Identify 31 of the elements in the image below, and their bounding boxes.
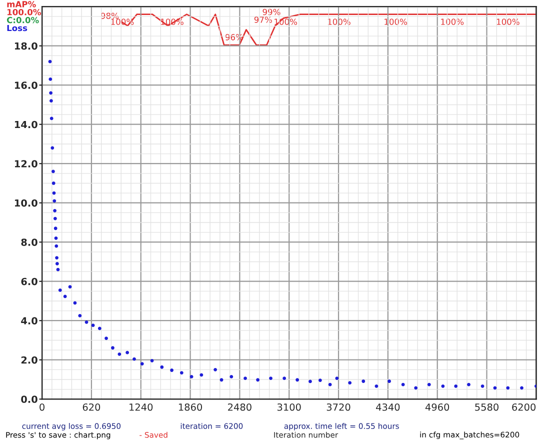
y-tick-label: 12.0 — [14, 160, 38, 168]
text: 100.0% — [7, 8, 41, 16]
text: mAP% — [7, 1, 36, 8]
y-tick-label: 14.0 — [14, 120, 38, 128]
y-tick-label: 18.0 — [14, 42, 38, 50]
text: Loss — [7, 24, 28, 32]
x-tick-label: 2480 — [228, 403, 252, 411]
data-label: 100% — [441, 18, 464, 25]
data-label: 100% — [384, 18, 408, 25]
x-tick-label: 6200 — [512, 403, 536, 411]
x-tick-label: 3100 — [277, 403, 301, 411]
x-tick-label: 0 — [40, 403, 44, 411]
text: C:0.0% — [6, 16, 39, 24]
y-tick-label: 4.0 — [21, 317, 38, 324]
data-label: 97% — [254, 16, 272, 23]
y-tick-label: 16.0 — [14, 82, 38, 89]
x-tick-label: 3720 — [326, 403, 350, 411]
x-tick-label: 1860 — [178, 403, 202, 411]
data-label: 99% — [262, 8, 280, 16]
y-tick-label: 10.0 — [14, 199, 38, 207]
data-label: 98% — [100, 12, 119, 20]
x-tick-label: 1240 — [130, 403, 153, 411]
y-tick-label: 6.0 — [21, 278, 38, 286]
data-label: 100% — [496, 18, 520, 25]
x-tick-label: 5580 — [475, 403, 498, 411]
y-tick-label: 2.0 — [21, 356, 38, 364]
x-tick-label: 620 — [82, 403, 100, 411]
y-tick-label: 8.0 — [21, 238, 38, 246]
x-tick-label: 4340 — [376, 403, 400, 411]
x-tick-label: 4960 — [425, 403, 450, 411]
y-tick-label: 0.0 — [21, 396, 38, 403]
